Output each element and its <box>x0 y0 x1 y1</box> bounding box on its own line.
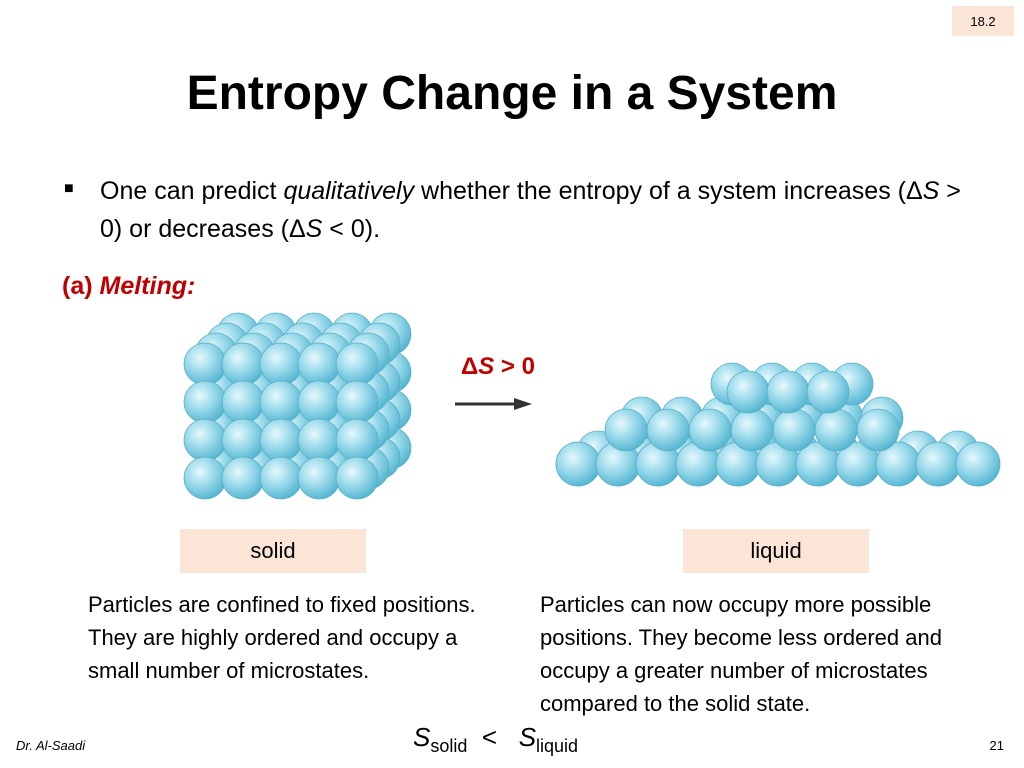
particle <box>555 441 601 487</box>
text: < 0). <box>322 215 381 243</box>
particle <box>772 408 816 452</box>
slide-title: Entropy Change in a System <box>186 67 838 120</box>
particle <box>856 408 900 452</box>
relation: Ssolid < Sliquid <box>413 722 578 757</box>
particle <box>259 380 303 424</box>
arrow-head <box>514 398 532 410</box>
slide-tag: 18.2 <box>952 6 1014 36</box>
liquid-description: Particles can now occupy more possible p… <box>540 592 942 716</box>
particle <box>915 441 961 487</box>
particle <box>183 418 227 462</box>
particle <box>335 418 379 462</box>
particle <box>806 370 850 414</box>
particle <box>183 342 227 386</box>
particle <box>955 441 1001 487</box>
particle <box>814 408 858 452</box>
solid-description: Particles are confined to fixed position… <box>88 592 476 683</box>
symbol: S <box>413 722 431 752</box>
emphasis: Melting: <box>99 272 196 300</box>
particle <box>259 418 303 462</box>
page-number: 21 <box>989 738 1004 753</box>
particle <box>297 380 341 424</box>
particle <box>259 342 303 386</box>
emphasis: qualitatively <box>283 177 415 205</box>
particle <box>297 342 341 386</box>
particle <box>183 456 227 500</box>
particle <box>183 380 227 424</box>
liquid-label: liquid <box>683 529 869 573</box>
particle <box>730 408 774 452</box>
particle <box>297 418 341 462</box>
particle <box>604 408 648 452</box>
bullet-text: One can predict qualitatively whether th… <box>100 172 980 248</box>
subheading: (a) Melting: <box>62 272 195 301</box>
particle <box>646 408 690 452</box>
symbol: S <box>518 722 537 752</box>
particle <box>297 456 341 500</box>
author: Dr. Al-Saadi <box>16 738 86 753</box>
particle <box>259 456 303 500</box>
text: > 0) or decreases (Δ <box>100 177 961 243</box>
particle <box>766 370 810 414</box>
symbol: S <box>922 177 940 205</box>
particle <box>221 380 265 424</box>
subscript: liquid <box>536 736 579 757</box>
delta-label: ΔS > 0 <box>461 353 535 381</box>
text: One can predict <box>100 177 284 205</box>
bullet-marker: ■ <box>64 180 74 197</box>
text: > 0 <box>494 353 535 380</box>
particle <box>221 418 265 462</box>
particle <box>335 342 379 386</box>
particle <box>688 408 732 452</box>
symbol: S <box>305 215 323 243</box>
operator: < <box>481 722 498 752</box>
text: whether the entropy of a system increase… <box>414 177 923 205</box>
particle <box>221 456 265 500</box>
particle <box>335 456 379 500</box>
particle <box>726 370 770 414</box>
subscript: solid <box>430 736 468 757</box>
particle <box>335 380 379 424</box>
particle <box>221 342 265 386</box>
symbol: S <box>478 353 495 380</box>
text: (a) <box>62 272 100 300</box>
solid-label: solid <box>180 529 366 573</box>
text: Δ <box>461 353 479 380</box>
